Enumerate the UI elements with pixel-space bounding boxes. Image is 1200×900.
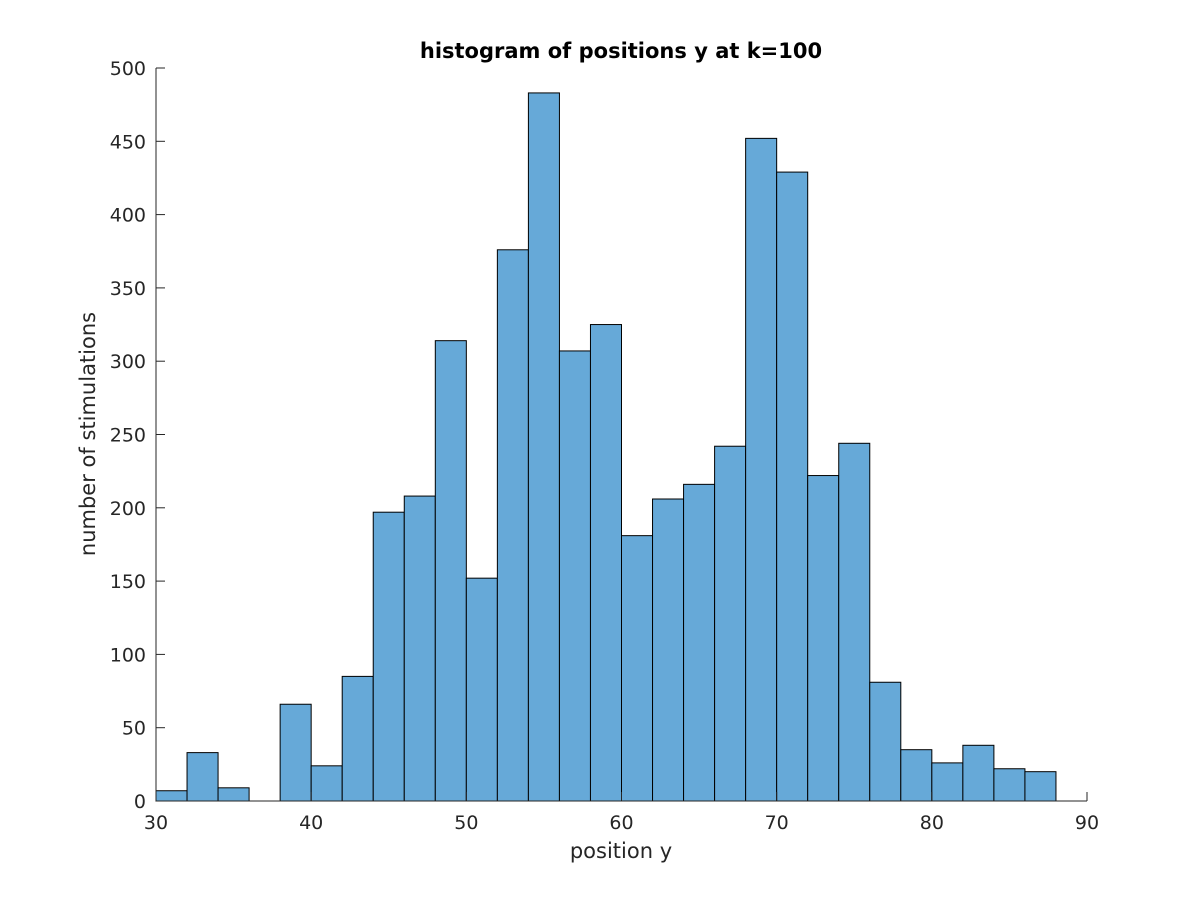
y-tick-label: 50 (122, 718, 146, 740)
histogram-bar (652, 498, 685, 802)
y-tick-label: 150 (110, 571, 146, 593)
histogram-bar (434, 340, 467, 802)
bars-group (155, 92, 1057, 802)
y-tick-label: 100 (110, 644, 146, 666)
histogram-bar (496, 249, 529, 802)
histogram-bar (900, 749, 933, 802)
chart-title: histogram of positions y at k=100 (420, 39, 822, 63)
histogram-bar (1024, 771, 1057, 802)
x-tick-label: 70 (765, 812, 789, 834)
histogram-bar (869, 681, 902, 802)
histogram-bar (217, 787, 250, 802)
x-tick-label: 30 (144, 812, 168, 834)
histogram-bar (931, 762, 964, 802)
histogram-bar (155, 790, 188, 802)
y-tick-label: 500 (110, 58, 146, 80)
histogram-bar (745, 137, 778, 802)
x-tick-label: 40 (299, 812, 323, 834)
histogram-bar (186, 752, 219, 802)
x-ticks-group: 30 40 50 60 70 80 90 (144, 792, 1099, 834)
histogram-bar (589, 324, 623, 802)
x-tick-label: 90 (1075, 812, 1099, 834)
y-tick-label: 300 (110, 351, 146, 373)
y-tick-label: 450 (110, 131, 146, 153)
y-tick-label: 250 (110, 425, 146, 447)
histogram-bar (341, 675, 374, 802)
histogram-bar (310, 765, 343, 802)
y-ticks-group: 0 50 100 150 200 250 300 350 400 450 500 (110, 58, 165, 813)
histogram-bar (993, 768, 1026, 802)
x-tick-label: 60 (609, 812, 633, 834)
histogram-bar (714, 445, 747, 802)
histogram-bar (838, 442, 871, 802)
histogram-bar (807, 475, 840, 802)
y-tick-label: 400 (110, 205, 146, 227)
histogram-bar (776, 171, 809, 802)
histogram-bar (372, 511, 405, 802)
histogram-bar (527, 92, 560, 802)
y-tick-label: 200 (110, 498, 146, 520)
y-tick-label: 0 (134, 791, 146, 813)
x-tick-label: 80 (920, 812, 944, 834)
histogram-bar (279, 703, 312, 802)
x-tick-label: 50 (454, 812, 478, 834)
x-axis-label: position y (570, 839, 672, 863)
y-tick-label: 350 (110, 278, 146, 300)
histogram-bar (465, 577, 498, 802)
histogram-bar (558, 350, 591, 802)
histogram-bar (403, 495, 436, 802)
histogram-bar (683, 483, 716, 802)
y-axis-label: number of stimulations (76, 312, 100, 556)
histogram-bar (621, 535, 654, 802)
histogram-bar (962, 744, 995, 802)
